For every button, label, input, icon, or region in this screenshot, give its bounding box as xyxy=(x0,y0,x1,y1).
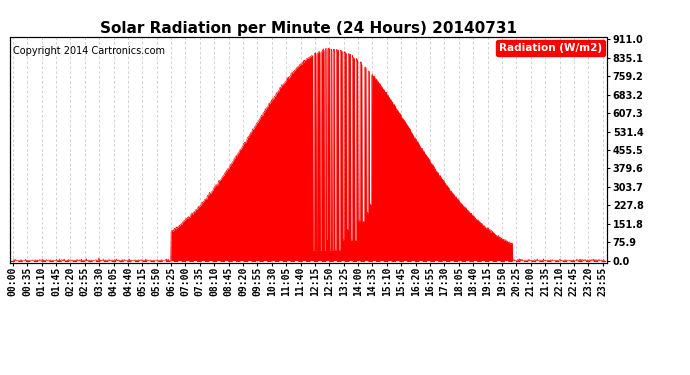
Title: Solar Radiation per Minute (24 Hours) 20140731: Solar Radiation per Minute (24 Hours) 20… xyxy=(100,21,518,36)
Legend: Radiation (W/m2): Radiation (W/m2) xyxy=(495,40,605,56)
Text: Copyright 2014 Cartronics.com: Copyright 2014 Cartronics.com xyxy=(13,46,166,57)
